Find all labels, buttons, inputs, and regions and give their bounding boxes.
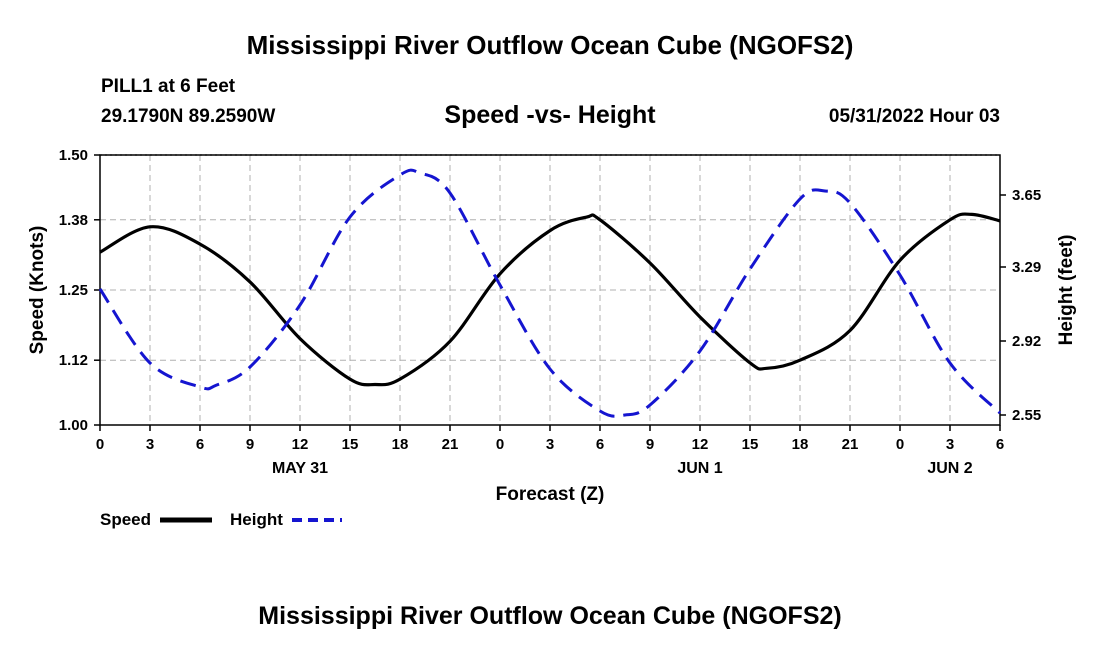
series-line-height xyxy=(98,168,1002,418)
x-date-label: JUN 2 xyxy=(927,460,972,477)
y-tick-label: 1.12 xyxy=(59,352,88,369)
y2-tick-label: 2.92 xyxy=(1012,333,1041,350)
x-tick-label: 21 xyxy=(842,436,859,453)
station-label: PILL1 at 6 Feet xyxy=(101,76,236,97)
x-tick-label: 18 xyxy=(392,436,409,453)
y-axis-label: Speed (Knots) xyxy=(27,226,48,355)
y-tick-label: 1.25 xyxy=(59,282,88,299)
x-tick-label: 9 xyxy=(246,436,254,453)
y2-tick-label: 3.29 xyxy=(1012,259,1041,276)
x-tick-label: 3 xyxy=(146,436,154,453)
chart-title: Mississippi River Outflow Ocean Cube (NG… xyxy=(246,30,854,60)
y2-axis-label: Height (feet) xyxy=(1056,235,1077,346)
x-tick-label: 12 xyxy=(292,436,309,453)
y-axis-ticks: 1.00 1.12 1.25 1.38 1.50 xyxy=(59,147,100,434)
station-coordinates: 29.1790N 89.2590W xyxy=(101,106,276,127)
footer-title: Mississippi River Outflow Ocean Cube (NG… xyxy=(258,602,842,630)
x-axis-date-labels: MAY 31 JUN 1 JUN 2 xyxy=(272,460,973,477)
x-tick-label: 9 xyxy=(646,436,654,453)
x-axis-ticks: 0 3 6 9 12 15 18 21 0 3 6 9 12 15 18 21 0 3 6 xyxy=(96,425,1004,453)
grid xyxy=(100,154,1000,425)
x-tick-label: 12 xyxy=(692,436,709,453)
legend-height-label: Height xyxy=(230,510,283,529)
chart-subtitle: Speed -vs- Height xyxy=(444,101,656,129)
y2-tick-label: 3.65 xyxy=(1012,187,1041,204)
y2-tick-label: 2.55 xyxy=(1012,407,1041,424)
series-layer xyxy=(98,168,1002,418)
x-axis-label: Forecast (Z) xyxy=(496,484,605,505)
forecast-datetime: 05/31/2022 Hour 03 xyxy=(828,106,1000,127)
x-tick-label: 0 xyxy=(496,436,504,453)
x-tick-label: 0 xyxy=(896,436,904,453)
x-tick-label: 3 xyxy=(946,436,954,453)
y-tick-label: 1.38 xyxy=(59,212,88,229)
x-tick-label: 0 xyxy=(96,436,104,453)
series-line-speed xyxy=(99,212,1001,387)
x-tick-label: 18 xyxy=(792,436,809,453)
x-tick-label: 15 xyxy=(342,436,359,453)
x-tick-label: 3 xyxy=(546,436,554,453)
x-tick-label: 15 xyxy=(742,436,759,453)
x-tick-label: 6 xyxy=(196,436,204,453)
x-tick-label: 6 xyxy=(996,436,1004,453)
x-tick-label: 21 xyxy=(442,436,459,453)
legend-speed-label: Speed xyxy=(100,510,151,529)
x-tick-label: 6 xyxy=(596,436,604,453)
y-tick-label: 1.50 xyxy=(59,147,88,164)
x-date-label: MAY 31 xyxy=(272,460,328,477)
y2-axis-ticks: 2.55 2.92 3.29 3.65 xyxy=(1000,187,1041,424)
x-date-label: JUN 1 xyxy=(677,460,722,477)
y-tick-label: 1.00 xyxy=(59,417,88,434)
